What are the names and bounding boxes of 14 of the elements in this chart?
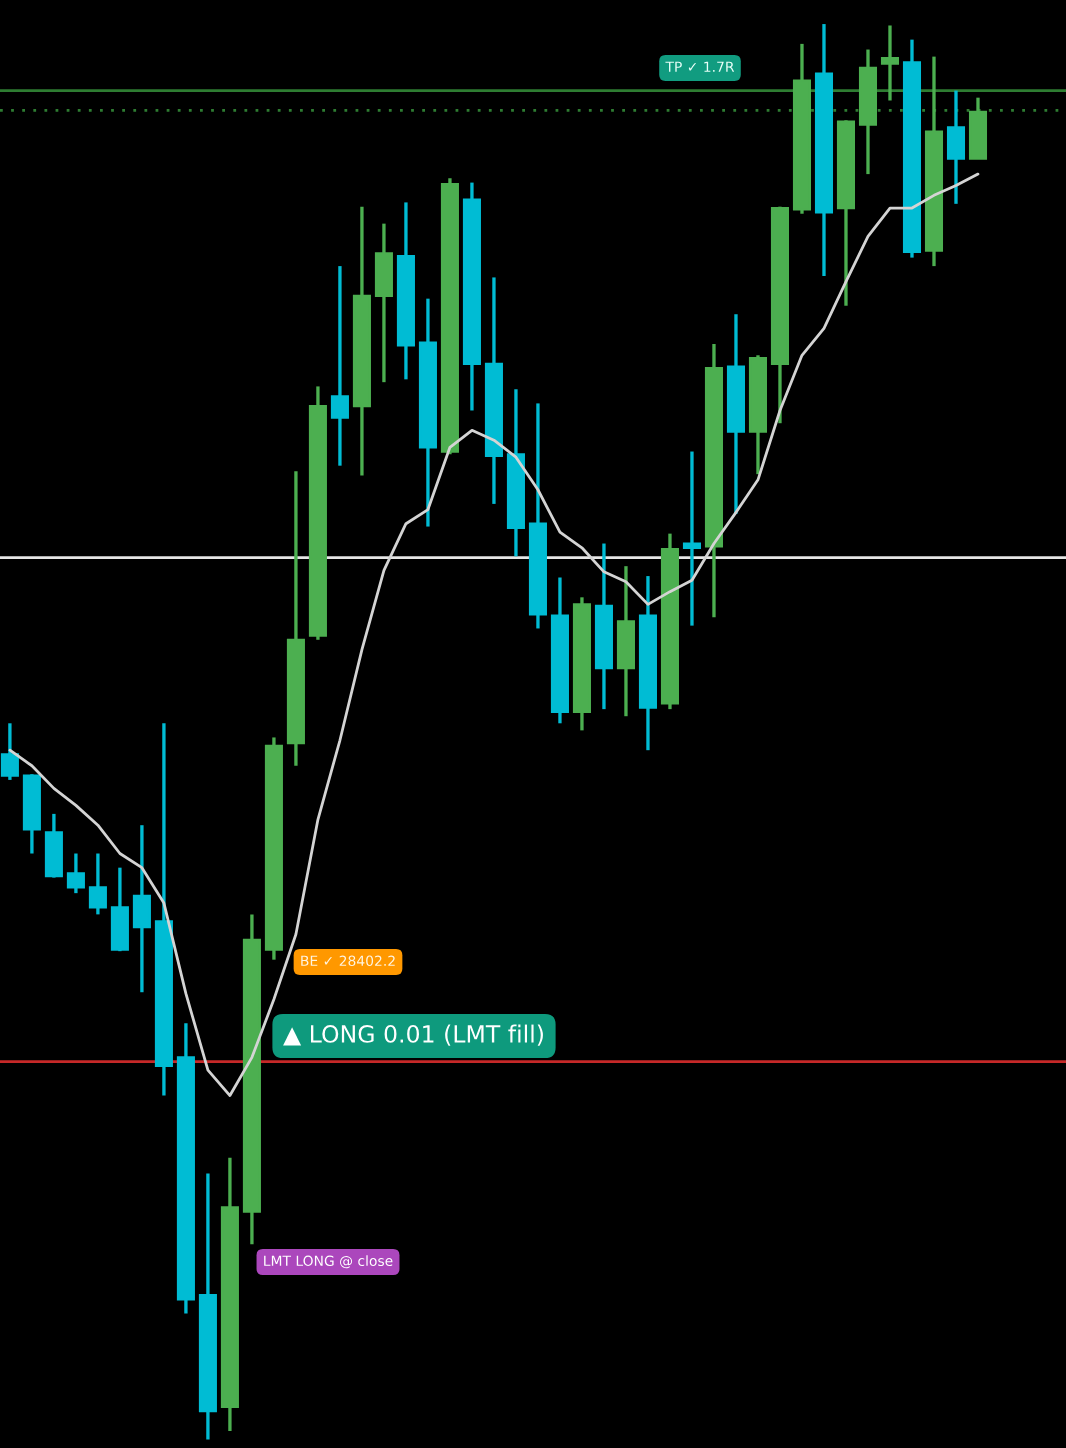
candlestick — [968, 96, 988, 161]
candlestick — [110, 866, 129, 953]
candlestick — [66, 851, 85, 895]
candlestick — [880, 23, 900, 103]
candlestick — [88, 851, 107, 917]
candlestick — [616, 564, 635, 718]
candlestick — [682, 449, 701, 628]
candlestick — [374, 221, 393, 384]
candlestick — [44, 812, 63, 880]
candlestick — [0, 721, 19, 782]
candlestick — [946, 88, 966, 206]
candlestick — [132, 823, 151, 994]
candlestick — [330, 264, 349, 468]
annotation: ▲ LONG 0.01 (LMT fill) — [283, 1024, 543, 1046]
